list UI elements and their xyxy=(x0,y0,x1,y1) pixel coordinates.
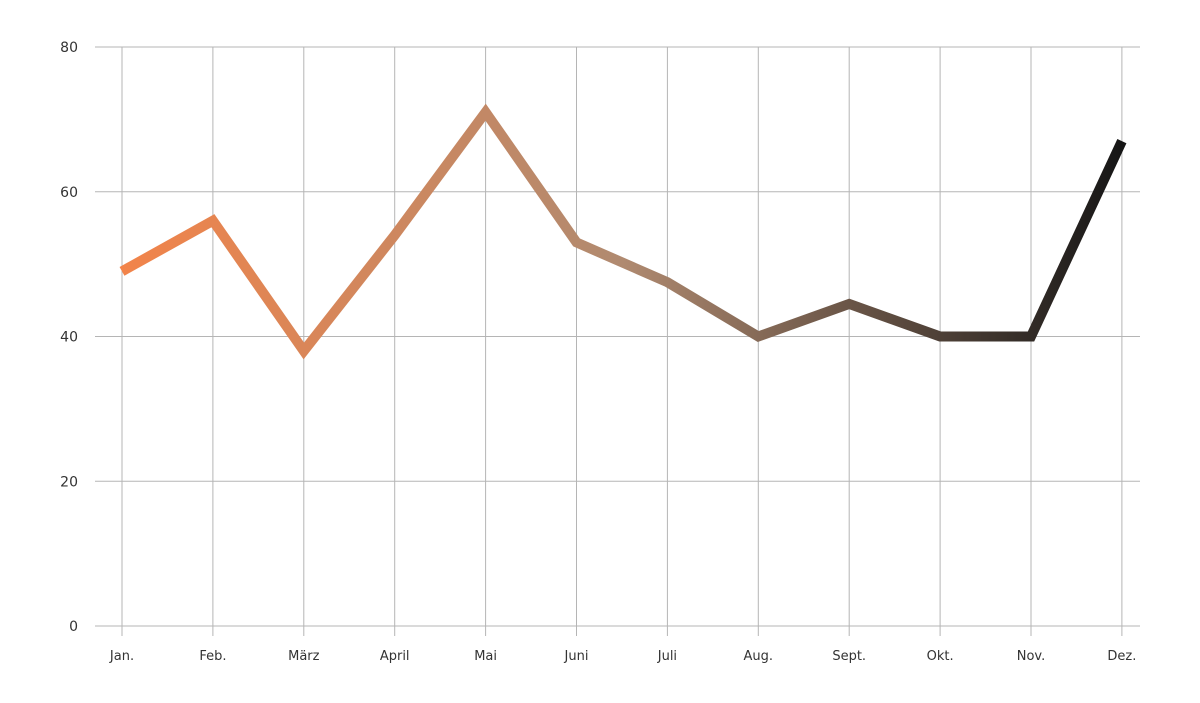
x-tick-label: Nov. xyxy=(1017,649,1046,664)
x-tick-label: Okt. xyxy=(927,649,954,664)
series-line xyxy=(119,103,1127,360)
y-tick-label: 0 xyxy=(69,619,78,635)
x-tick-label: März xyxy=(288,649,320,664)
y-tick-label: 60 xyxy=(60,185,78,201)
x-tick-label: April xyxy=(380,649,410,664)
x-tick-label: Juni xyxy=(564,649,589,664)
x-tick-label: Mai xyxy=(474,649,497,664)
x-tick-label: Jan. xyxy=(109,649,134,664)
y-axis-ticks: 0 20 40 60 80 xyxy=(60,40,78,635)
x-axis-ticks: Jan. Feb. März April Mai Juni Juli Aug. Sept. Okt… xyxy=(109,649,1136,664)
x-tick-label: Dez. xyxy=(1107,649,1136,664)
y-tick-label: 40 xyxy=(60,330,78,346)
x-tick-label: Feb. xyxy=(199,649,226,664)
x-tick-label: Juli xyxy=(657,649,677,664)
x-tick-label: Sept. xyxy=(832,649,866,664)
series xyxy=(119,103,1127,360)
y-tick-label: 80 xyxy=(60,40,78,56)
y-tick-label: 20 xyxy=(60,474,78,490)
x-tick-label: Aug. xyxy=(744,649,774,664)
